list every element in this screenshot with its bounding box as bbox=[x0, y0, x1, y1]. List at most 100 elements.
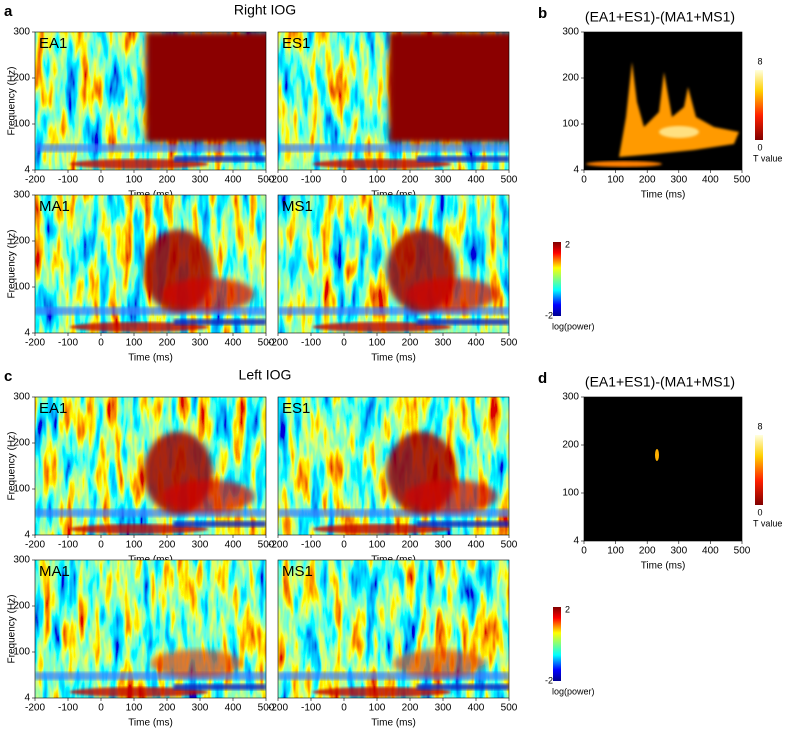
y-tick-label: 200 bbox=[562, 73, 579, 84]
colorbar-max: 8 bbox=[757, 56, 762, 66]
x-tick-label: -100 bbox=[58, 175, 78, 186]
contrast-bg bbox=[584, 397, 742, 541]
activation bbox=[393, 649, 486, 678]
spectrogram bbox=[278, 397, 509, 535]
y-tick-label: 4 bbox=[24, 328, 30, 339]
spectrogram bbox=[35, 397, 266, 535]
x-tick-label: 300 bbox=[435, 338, 452, 349]
x-tick-label: 200 bbox=[159, 175, 176, 186]
low-band bbox=[35, 509, 266, 517]
plot-frame bbox=[34, 31, 267, 171]
x-tick-label: 0 bbox=[98, 338, 104, 349]
y-tick-label: 4 bbox=[573, 536, 579, 547]
x-tick-label: 200 bbox=[402, 540, 419, 551]
x-tick-label: 0 bbox=[581, 546, 587, 557]
y-tick-label: 100 bbox=[13, 647, 30, 658]
x-tick-label: -200 bbox=[268, 703, 288, 714]
y-tick-label: 4 bbox=[24, 165, 30, 176]
x-tick-label: 500 bbox=[734, 546, 751, 557]
plot-frame bbox=[34, 559, 267, 699]
x-tick-label: 0 bbox=[341, 338, 347, 349]
x-tick-label: -100 bbox=[58, 338, 78, 349]
y-tick-label: 200 bbox=[562, 440, 579, 451]
contrast-title: (EA1+ES1)-(MA1+MS1) bbox=[585, 9, 735, 25]
x-tick-label: 200 bbox=[639, 546, 656, 557]
x-tick-label: -200 bbox=[268, 175, 288, 186]
colorbar-min: -2 bbox=[545, 310, 553, 320]
colorbar-label: log(power) bbox=[552, 686, 595, 696]
x-tick-label: 400 bbox=[225, 338, 242, 349]
low-band bbox=[35, 307, 266, 315]
x-axis-label: Time (ms) bbox=[371, 718, 416, 729]
panel-letter: b bbox=[538, 5, 547, 22]
x-tick-label: 200 bbox=[402, 703, 419, 714]
activation bbox=[162, 277, 255, 311]
activation bbox=[150, 649, 243, 678]
plot-frame bbox=[34, 194, 267, 334]
y-axis-label: Frequency (Hz) bbox=[7, 67, 18, 136]
x-tick-label: -200 bbox=[25, 338, 45, 349]
x-tick-label: 100 bbox=[126, 540, 143, 551]
activation bbox=[162, 479, 255, 513]
plot-label: MS1 bbox=[282, 198, 313, 215]
plot-frame bbox=[583, 396, 743, 542]
colorbar-label: T value bbox=[753, 153, 782, 163]
y-tick-label: 4 bbox=[24, 693, 30, 704]
x-tick-label: 100 bbox=[369, 540, 386, 551]
x-axis-label: Time (ms) bbox=[641, 561, 686, 572]
x-tick-label: -100 bbox=[301, 175, 321, 186]
significant-cluster bbox=[586, 161, 662, 167]
y-tick-label: 300 bbox=[562, 392, 579, 403]
x-tick-label: 400 bbox=[702, 175, 719, 186]
spectrogram bbox=[278, 560, 509, 698]
x-tick-label: 200 bbox=[639, 175, 656, 186]
y-tick-label: 200 bbox=[13, 438, 30, 449]
x-tick-label: 500 bbox=[258, 703, 275, 714]
spectrogram bbox=[35, 32, 266, 170]
y-tick-label: 200 bbox=[13, 236, 30, 247]
x-tick-label: 300 bbox=[435, 540, 452, 551]
colorbar bbox=[755, 435, 763, 505]
low-band bbox=[278, 307, 509, 315]
x-axis-label: Time (ms) bbox=[641, 190, 686, 201]
x-tick-label: 0 bbox=[98, 703, 104, 714]
x-tick-label: -100 bbox=[58, 540, 78, 551]
y-axis-label: Frequency (Hz) bbox=[7, 230, 18, 299]
x-tick-label: 500 bbox=[258, 540, 275, 551]
x-tick-label: 0 bbox=[341, 703, 347, 714]
low-band bbox=[278, 144, 509, 152]
x-tick-label: 200 bbox=[159, 703, 176, 714]
x-tick-label: 100 bbox=[126, 703, 143, 714]
activation bbox=[145, 32, 266, 143]
x-tick-label: 500 bbox=[501, 175, 518, 186]
x-tick-label: 0 bbox=[581, 175, 587, 186]
x-tick-label: 0 bbox=[98, 175, 104, 186]
colorbar-label: T value bbox=[753, 518, 782, 528]
x-tick-label: -100 bbox=[301, 540, 321, 551]
plot-label: ES1 bbox=[282, 400, 310, 417]
y-tick-label: 300 bbox=[562, 27, 579, 38]
x-tick-label: 300 bbox=[192, 540, 209, 551]
x-tick-label: 300 bbox=[192, 338, 209, 349]
low-band bbox=[173, 319, 266, 325]
x-tick-label: 400 bbox=[468, 703, 485, 714]
x-tick-label: 200 bbox=[159, 338, 176, 349]
y-tick-label: 300 bbox=[13, 27, 30, 38]
colorbar-label: log(power) bbox=[552, 321, 595, 331]
low-band bbox=[416, 319, 509, 325]
colorbar bbox=[755, 70, 763, 140]
x-tick-label: 500 bbox=[734, 175, 751, 186]
x-tick-label: 500 bbox=[258, 175, 275, 186]
y-tick-label: 300 bbox=[13, 190, 30, 201]
contrast-title: (EA1+ES1)-(MA1+MS1) bbox=[585, 374, 735, 390]
x-tick-label: -100 bbox=[301, 338, 321, 349]
y-tick-label: 100 bbox=[13, 282, 30, 293]
panel-letter: c bbox=[4, 368, 12, 385]
plot-frame bbox=[277, 194, 510, 334]
x-tick-label: 400 bbox=[468, 338, 485, 349]
low-band bbox=[416, 684, 509, 690]
low-band bbox=[35, 672, 266, 680]
low-band bbox=[416, 156, 509, 162]
x-tick-label: 0 bbox=[98, 540, 104, 551]
